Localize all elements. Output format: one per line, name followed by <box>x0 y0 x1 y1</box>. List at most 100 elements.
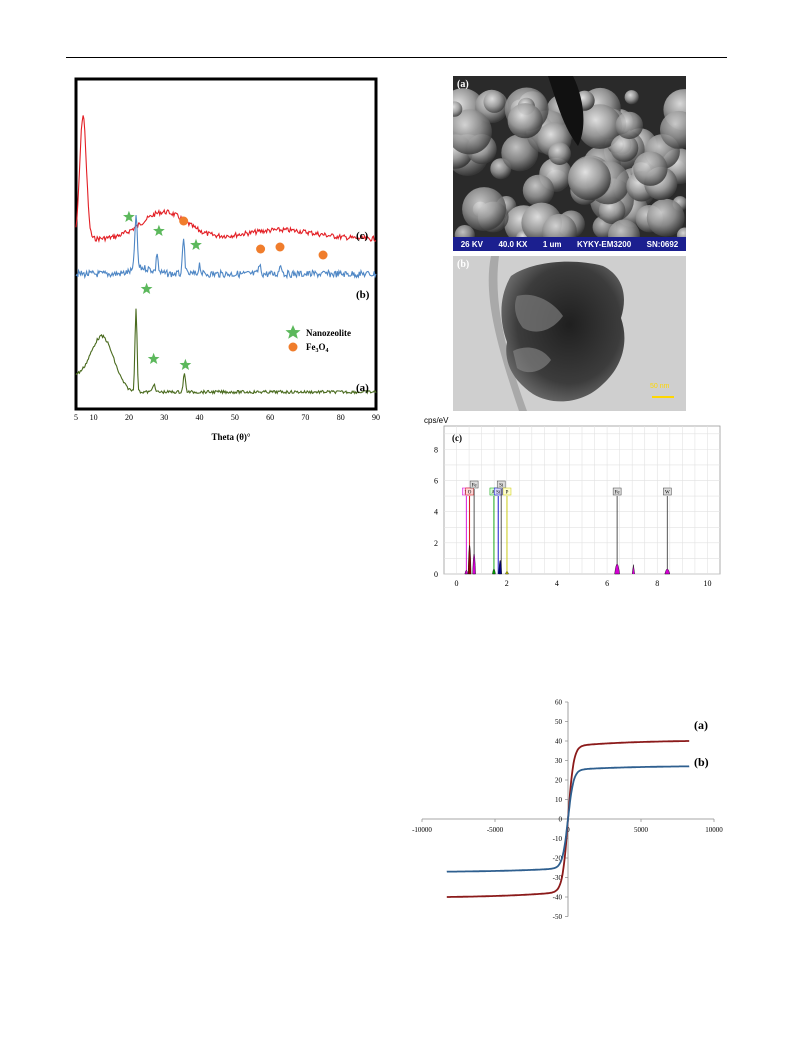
vsm-y-tick: -50 <box>553 913 563 921</box>
edx-peak <box>631 564 635 575</box>
edx-element-tag: Si <box>499 484 504 489</box>
xrd-xlabel: Theta (θ)° <box>211 432 250 442</box>
xrd-curve-b <box>75 215 377 280</box>
xrd-label-a: (a) <box>356 382 369 394</box>
xrd-tick-label: 90 <box>372 413 380 422</box>
xrd-tick-label: 30 <box>160 413 168 422</box>
edx-peak <box>614 563 620 575</box>
edx-element-tag: Fe <box>615 491 621 496</box>
sem-image: (a) 26 KV 40.0 KX 1 um KYKY-EM3200 SN:06… <box>453 76 686 251</box>
xrd-label-c: (c) <box>356 230 369 242</box>
edx-x-ticks: 0 2 4 6 8 10 <box>455 579 712 588</box>
edx-y-tick: 0 <box>434 570 438 579</box>
sem-texture <box>453 76 686 251</box>
edx-peak <box>464 570 469 575</box>
xrd-tick-label: 60 <box>266 413 274 422</box>
tem-texture <box>453 256 686 411</box>
edx-peaks <box>464 545 671 575</box>
edx-element-tag: O <box>468 491 472 496</box>
edx-x-tick: 8 <box>655 579 659 588</box>
edx-y-tick: 6 <box>434 477 438 486</box>
sem-info-bar: 26 KV 40.0 KX 1 um KYKY-EM3200 SN:0692 <box>453 237 686 251</box>
vsm-x-tick: 5000 <box>634 826 649 834</box>
edx-element-tag-box <box>612 487 622 496</box>
xrd-figure: (c) (b) (a) Nanozeolite Fe3O4 5 10 20 30 40 5… <box>74 77 380 442</box>
edx-y-tick: 2 <box>434 539 438 548</box>
edx-y-tick: 8 <box>434 445 438 454</box>
edx-y-tick: 4 <box>434 508 438 517</box>
vsm-y-tick: 0 <box>559 816 563 824</box>
xrd-tick-label: 5 <box>74 413 78 422</box>
sem-model: KYKY-EM3200 <box>576 239 632 249</box>
edx-peak <box>467 545 472 575</box>
vsm-x-tick: 10000 <box>705 826 723 834</box>
xrd-curve-c <box>75 115 377 243</box>
edx-peak <box>492 568 496 575</box>
sem-serial: SN:0692 <box>646 239 679 249</box>
edx-x-tick: 2 <box>505 579 509 588</box>
edx-y-ticks: 0 2 4 6 8 <box>434 445 438 579</box>
edx-element-tag-box <box>663 487 672 496</box>
tem-image: (b) 50 nm <box>453 256 686 411</box>
edx-element-tag: Fe <box>472 484 478 489</box>
xrd-legend: Nanozeolite Fe3O4 <box>285 325 351 354</box>
xrd-tick-label: 10 <box>90 413 98 422</box>
edx-peak <box>498 560 502 575</box>
legend-fe3o4: Fe3O4 <box>306 342 329 354</box>
vsm-y-tick: 50 <box>555 718 563 726</box>
xrd-markers <box>123 210 328 370</box>
edx-element-tag-box <box>465 487 474 496</box>
sem-panel-label: (a) <box>457 79 469 90</box>
edx-element-tag: Si <box>496 491 501 496</box>
vsm-x-tick: -5000 <box>487 826 504 834</box>
edx-peak <box>472 553 476 575</box>
xrd-label-b: (b) <box>356 289 370 301</box>
vsm-y-tick: -40 <box>553 894 563 902</box>
edx-x-tick: 6 <box>605 579 609 588</box>
xrd-frame <box>74 77 378 411</box>
nanozeolite-star-icon <box>140 282 153 294</box>
edx-peak <box>664 568 671 575</box>
tem-scale-label: 50 nm <box>650 383 670 390</box>
xrd-tick-label: 80 <box>337 413 345 422</box>
legend-star-icon <box>285 325 301 339</box>
vsm-y-tick: 40 <box>555 738 563 746</box>
edx-peak <box>505 571 509 575</box>
edx-element-tag-box <box>496 480 506 489</box>
tem-panel-label: (b) <box>457 259 470 270</box>
sem-voltage: 26 KV <box>460 239 483 249</box>
edx-element-tag: P <box>506 491 509 496</box>
edx-panel-label: (c) <box>452 433 462 443</box>
nanozeolite-star-icon <box>123 210 135 222</box>
vsm-y-tick: -20 <box>553 855 563 863</box>
vsm-y-tick: -30 <box>553 874 563 882</box>
fe3o4-dot-icon <box>318 250 328 260</box>
edx-x-tick: 10 <box>703 579 711 588</box>
fe3o4-dot-icon <box>275 242 285 252</box>
vsm-y-tick: 20 <box>555 777 563 785</box>
xrd-tick-label: 40 <box>196 413 204 422</box>
edx-x-tick: 0 <box>455 579 459 588</box>
vsm-curves <box>446 740 690 898</box>
nanozeolite-star-icon <box>179 358 192 370</box>
vsm-label-b: (b) <box>694 755 709 769</box>
nanozeolite-star-icon <box>190 238 202 250</box>
vsm-label-a: (a) <box>694 718 708 732</box>
fe3o4-dot-icon <box>256 244 266 254</box>
xrd-curve-a <box>75 308 377 395</box>
vsm-curve-b <box>446 765 690 873</box>
edx-ylabel: cps/eV <box>424 416 449 425</box>
xrd-x-ticks: 5 10 20 30 40 50 60 70 80 90 <box>74 413 380 422</box>
vsm-x-tick: 0 <box>566 826 570 834</box>
sem-scale: 1 um <box>542 239 562 249</box>
fe3o4-dot-icon <box>179 216 189 226</box>
xrd-curves <box>75 115 377 395</box>
edx-x-tick: 4 <box>555 579 559 588</box>
legend-dot-icon <box>288 342 298 352</box>
edx-element-tag: W <box>665 491 670 496</box>
legend-nanozeolite: Nanozeolite <box>306 328 351 338</box>
header-rule <box>66 57 727 58</box>
